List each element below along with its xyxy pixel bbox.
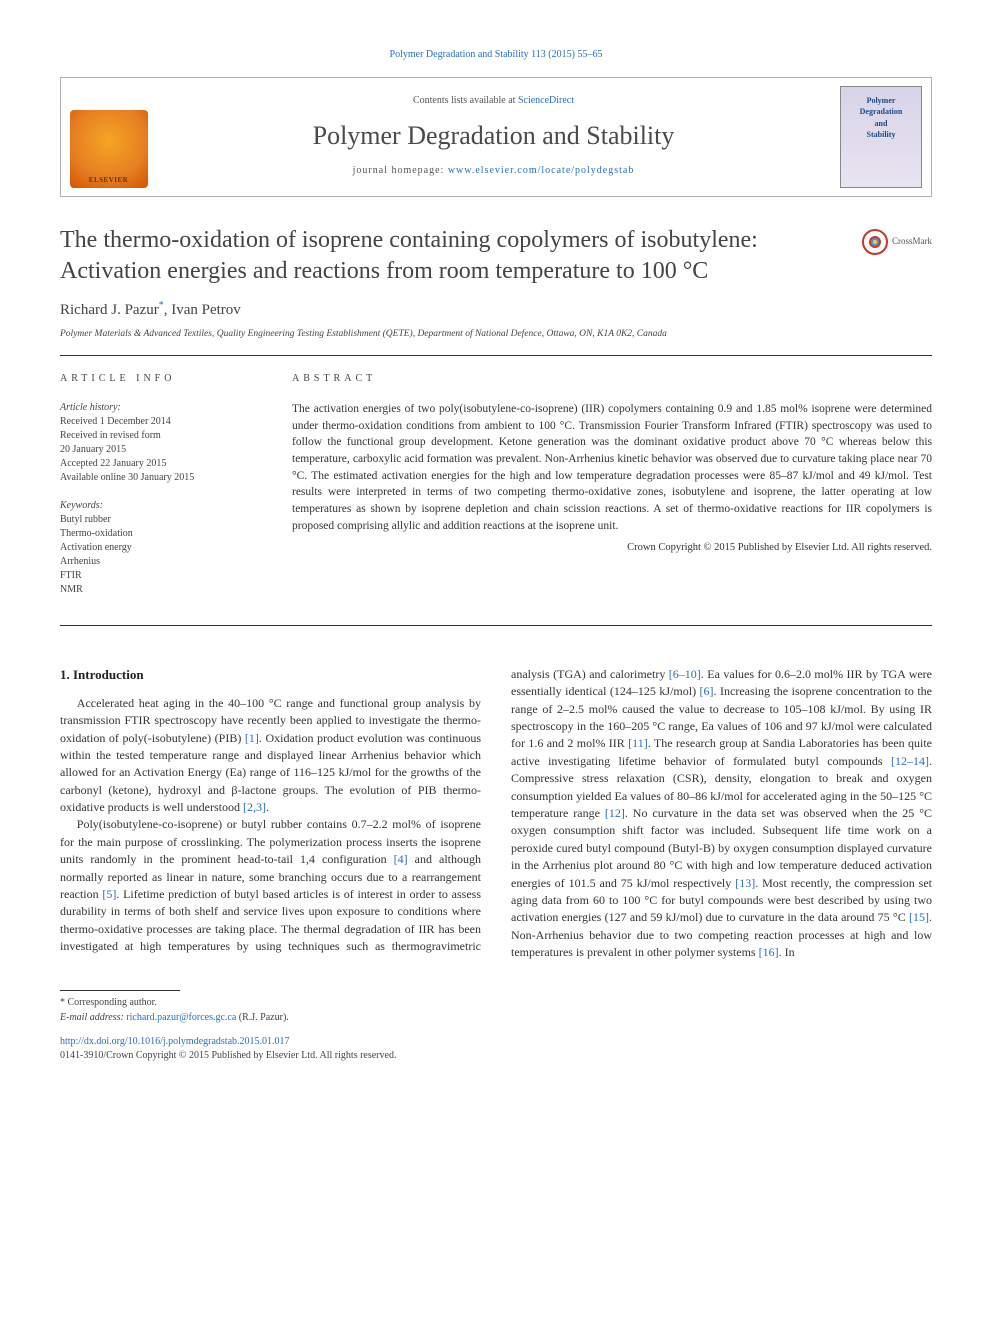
email-suffix: (R.J. Pazur). [236,1012,289,1023]
info-abstract-row: ARTICLE INFO Article history: Received 1… [60,356,932,626]
keyword-3: Activation energy [60,542,132,553]
journal-header: ELSEVIER Contents lists available at Sci… [60,77,932,197]
cover-word-2: Degradation [860,106,903,118]
citation-6[interactable]: [6] [700,684,714,698]
abstract-column: ABSTRACT The activation energies of two … [292,372,932,611]
crossmark-badge[interactable]: CrossMark [862,229,932,255]
cover-word-4: Stability [867,129,896,141]
keywords-label: Keywords: [60,500,103,511]
page-footer: * Corresponding author. E-mail address: … [60,990,932,1064]
doi-link[interactable]: http://dx.doi.org/10.1016/j.polymdegrads… [60,1036,290,1047]
journal-homepage-link[interactable]: www.elsevier.com/locate/polydegstab [448,165,635,176]
email-line: E-mail address: richard.pazur@forces.gc.… [60,1010,932,1025]
citation-5[interactable]: [5] [102,887,116,901]
title-block: The thermo-oxidation of isoprene contain… [60,225,932,287]
contents-available-line: Contents lists available at ScienceDirec… [413,94,574,109]
keyword-4: Arrhenius [60,556,100,567]
contents-prefix: Contents lists available at [413,95,518,106]
citation-1[interactable]: [1] [245,731,259,745]
history-revised-2: 20 January 2015 [60,444,126,455]
article-info-column: ARTICLE INFO Article history: Received 1… [60,372,260,611]
crossmark-label: CrossMark [892,235,932,248]
citation-6-10[interactable]: [6–10] [669,667,701,681]
cover-word-3: and [875,118,888,130]
citation-4[interactable]: [4] [394,852,408,866]
elsevier-wordmark: ELSEVIER [89,175,128,185]
citation-11[interactable]: [11] [628,736,648,750]
keyword-2: Thermo-oxidation [60,528,133,539]
homepage-prefix: journal homepage: [353,165,448,176]
footnote-rule [60,990,180,991]
publisher-logo-cell: ELSEVIER [61,78,156,196]
journal-title: Polymer Degradation and Stability [313,117,675,155]
doi-line: http://dx.doi.org/10.1016/j.polymdegrads… [60,1035,932,1050]
history-accepted: Accepted 22 January 2015 [60,458,166,469]
p1-seg-c: . [266,800,269,814]
page-root: Polymer Degradation and Stability 113 (2… [0,0,992,1094]
journal-cover-thumbnail: Polymer Degradation and Stability [840,86,922,188]
elsevier-tree-icon: ELSEVIER [70,110,148,188]
history-revised-1: Received in revised form [60,430,161,441]
cover-word-1: Polymer [867,95,896,107]
body-para-1: Accelerated heat aging in the 40–100 °C … [60,695,481,817]
section-heading-introduction: 1. Introduction [60,666,481,685]
author-list: Richard J. Pazur*, Ivan Petrov [60,299,932,322]
p2-seg-c: . Lifetime prediction of butyl based art… [60,887,481,936]
sciencedirect-link[interactable]: ScienceDirect [518,95,574,106]
elsevier-logo: ELSEVIER [70,110,148,188]
keyword-5: FTIR [60,570,82,581]
author-2: , Ivan Petrov [164,302,241,318]
citation-12-14[interactable]: [12–14] [891,754,929,768]
article-info-heading: ARTICLE INFO [60,372,260,387]
history-received: Received 1 December 2014 [60,416,171,427]
article-history: Article history: Received 1 December 201… [60,401,260,485]
journal-homepage-line: journal homepage: www.elsevier.com/locat… [353,164,635,179]
citation-13[interactable]: [13] [735,876,755,890]
citation-12[interactable]: [12] [605,806,625,820]
journal-cover-cell: Polymer Degradation and Stability [831,78,931,196]
affiliation: Polymer Materials & Advanced Textiles, Q… [60,328,932,342]
history-label: Article history: [60,402,121,413]
author-email-link[interactable]: richard.pazur@forces.gc.ca [126,1012,236,1023]
keywords-block: Keywords: Butyl rubber Thermo-oxidation … [60,499,260,597]
history-online: Available online 30 January 2015 [60,472,194,483]
abstract-copyright: Crown Copyright © 2015 Published by Else… [292,540,932,555]
crossmark-icon [862,229,888,255]
abstract-text: The activation energies of two poly(isob… [292,401,932,534]
author-1: Richard J. Pazur [60,302,159,318]
citation-2-3[interactable]: [2,3] [243,800,266,814]
article-title: The thermo-oxidation of isoprene contain… [60,225,932,287]
citation-15[interactable]: [15] [909,910,929,924]
p3-seg-i: . In [779,945,795,959]
keyword-1: Butyl rubber [60,514,111,525]
running-header-citation: Polymer Degradation and Stability 113 (2… [60,48,932,63]
body-two-column: 1. Introduction Accelerated heat aging i… [60,666,932,962]
keyword-6: NMR [60,584,83,595]
email-label: E-mail address: [60,1012,126,1023]
corresponding-author-note: * Corresponding author. [60,995,932,1010]
journal-header-center: Contents lists available at ScienceDirec… [156,78,831,196]
abstract-heading: ABSTRACT [292,372,932,387]
issn-copyright-line: 0141-3910/Crown Copyright © 2015 Publish… [60,1049,932,1064]
citation-16[interactable]: [16] [759,945,779,959]
